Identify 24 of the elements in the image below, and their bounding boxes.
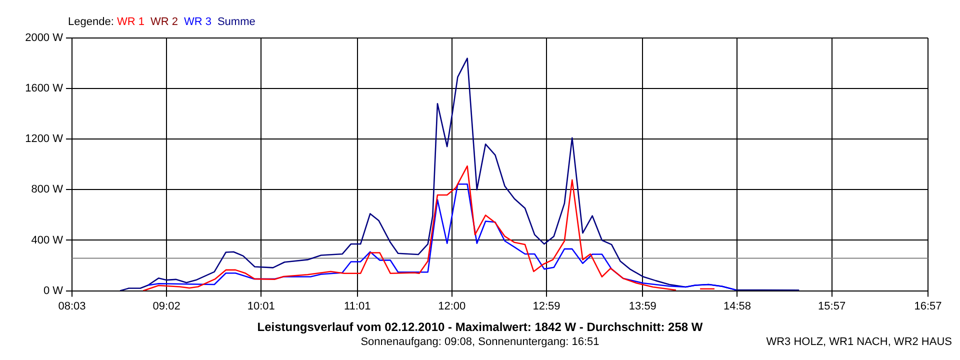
x-tick-label: 14:58 [723, 300, 752, 312]
text: WR 3 [184, 16, 212, 28]
y-tick-label: 1200 W [25, 133, 64, 146]
x-tick-label: 12:00 [438, 300, 466, 312]
y-tick-label: 2000 W [25, 32, 64, 44]
text: WR 1 [116, 16, 144, 28]
x-tick-label: 13:59 [628, 300, 656, 312]
x-tick-label: 08:03 [58, 300, 86, 312]
legend-title: Legende: [68, 16, 115, 28]
x-tick-label: 10:01 [247, 300, 275, 312]
text: Leistungsverlauf vom 02.12.2010 - Maximalwert: 1842 W - Durchschnitt: 258 W [256, 320, 704, 334]
y-tick-label: 1600 W [25, 82, 64, 95]
text: Sonnenaufgang: 09:08, Sonnenuntergang: 16:51 [360, 336, 600, 348]
y-tick-label: 400 W [31, 234, 64, 246]
text: WR3 HOLZ, WR1 NACH, WR2 HAUS [766, 336, 952, 348]
x-tick-label: 15:57 [818, 300, 846, 312]
x-tick-label: 09:02 [152, 300, 180, 312]
y-tick-label: 0 W [43, 284, 64, 297]
legend-label: WR 2 [150, 16, 178, 28]
x-tick-label: 11:01 [344, 300, 371, 312]
x-tick-label: 16:57 [914, 300, 942, 312]
x-tick-label: 12:59 [532, 300, 560, 312]
text: Summe [217, 16, 256, 28]
y-tick-label: 800 W [31, 184, 64, 196]
